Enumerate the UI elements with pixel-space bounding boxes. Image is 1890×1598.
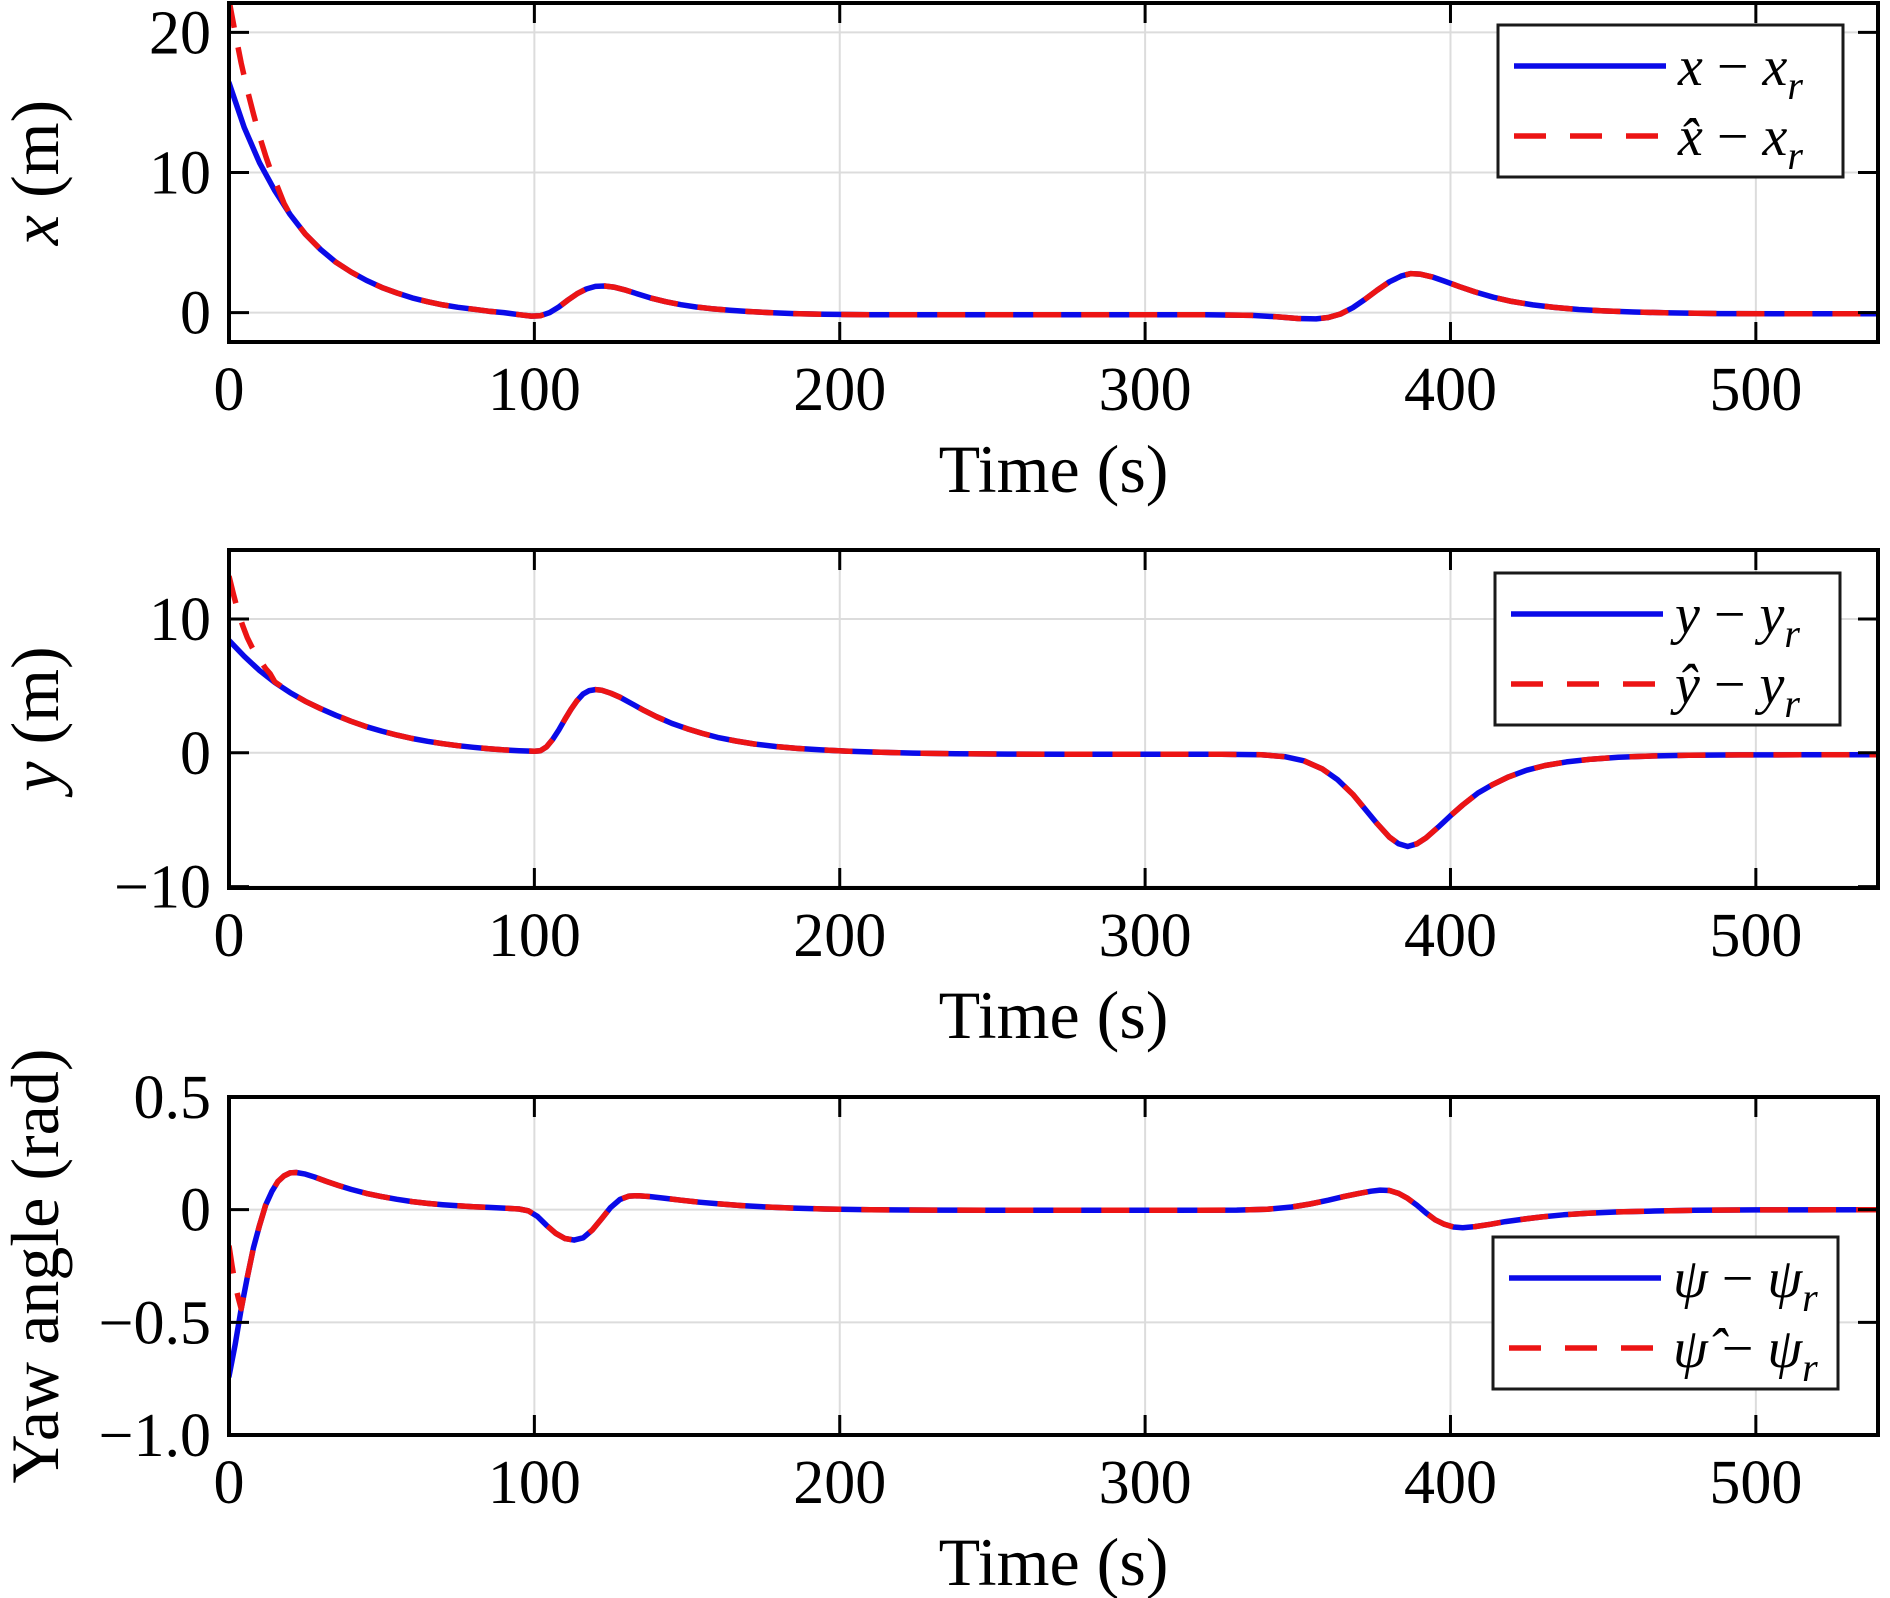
- legend-label: ψ̂ − ψr: [1673, 1318, 1818, 1390]
- x-tick-label: 200: [793, 356, 886, 424]
- x-tick-label: 0: [214, 1449, 245, 1517]
- y-tick-label: 10: [149, 140, 211, 208]
- legend: y − yrŷ − yr: [1493, 571, 1842, 727]
- axes-box: [227, 1095, 1880, 1437]
- legend: ψ − ψrψ̂ − ψr: [1491, 1235, 1840, 1391]
- y-tick-label: 10: [149, 586, 211, 654]
- y-axis-label: y (m): [0, 646, 73, 797]
- legend-box: [1496, 23, 1845, 179]
- x-tick-label: 400: [1404, 902, 1497, 970]
- legend: x − xrx̂ − xr: [1496, 23, 1845, 179]
- x-tick-label: 500: [1709, 902, 1802, 970]
- estimated-error-line: [229, 3, 1878, 322]
- x-tick-label: 100: [488, 902, 581, 970]
- y-tick-label: 20: [149, 0, 211, 67]
- x-axis-label: Time (s): [939, 977, 1169, 1053]
- series-group: [229, 575, 1878, 850]
- y-tick-label: −1.0: [99, 1402, 211, 1470]
- x-tick-label: 200: [793, 1449, 886, 1517]
- series-group: [229, 1169, 1878, 1380]
- legend-box: [1491, 1235, 1840, 1391]
- legend-label: x̂ − xr: [1677, 106, 1803, 178]
- x-tick-label: 200: [793, 902, 886, 970]
- y-tick-label: 0.5: [134, 1064, 212, 1132]
- x-tick-label: 500: [1709, 356, 1802, 424]
- y-axis-label: x (m): [0, 100, 73, 246]
- legend-label: x − xr: [1677, 36, 1803, 108]
- y-tick-label: 0: [180, 720, 211, 788]
- y-tick-label: −0.5: [99, 1289, 211, 1357]
- x-tick-label: 100: [488, 1449, 581, 1517]
- y-tick-label: 0: [180, 1177, 211, 1245]
- x-tick-label: 500: [1709, 1449, 1802, 1517]
- y-tick-label: 0: [180, 280, 211, 348]
- estimated-error-line: [229, 575, 1878, 850]
- y-axis-label: Yaw angle (rad): [0, 1049, 73, 1484]
- x-axis-label: Time (s): [939, 431, 1169, 507]
- y-tick-label: −10: [114, 854, 211, 922]
- x-tick-label: 400: [1404, 1449, 1497, 1517]
- series-group: [229, 3, 1878, 322]
- plot-panel-3: 0 100 200 300 400 500 −1.0 −0.5 0 0.5 Time (s) Yaw …: [0, 1049, 1880, 1598]
- legend-label: ŷ − yr: [1670, 654, 1800, 726]
- x-tick-label: 300: [1099, 1449, 1192, 1517]
- plot-panel-1: 0 100 200 300 400 500 0 10 20 Time (s) x (m) x − xr…: [0, 0, 1880, 507]
- x-tick-label: 0: [214, 356, 245, 424]
- legend-label: y − yr: [1670, 584, 1800, 656]
- x-tick-label: 400: [1404, 356, 1497, 424]
- axes-box: [227, 548, 1880, 890]
- x-tick-label: 300: [1099, 356, 1192, 424]
- x-tick-label: 100: [488, 356, 581, 424]
- estimated-error-line: [229, 1169, 1878, 1312]
- x-axis-label: Time (s): [939, 1524, 1169, 1598]
- x-tick-label: 300: [1099, 902, 1192, 970]
- legend-box: [1493, 571, 1842, 727]
- x-tick-label: 0: [214, 902, 245, 970]
- legend-label: ψ − ψr: [1673, 1248, 1818, 1320]
